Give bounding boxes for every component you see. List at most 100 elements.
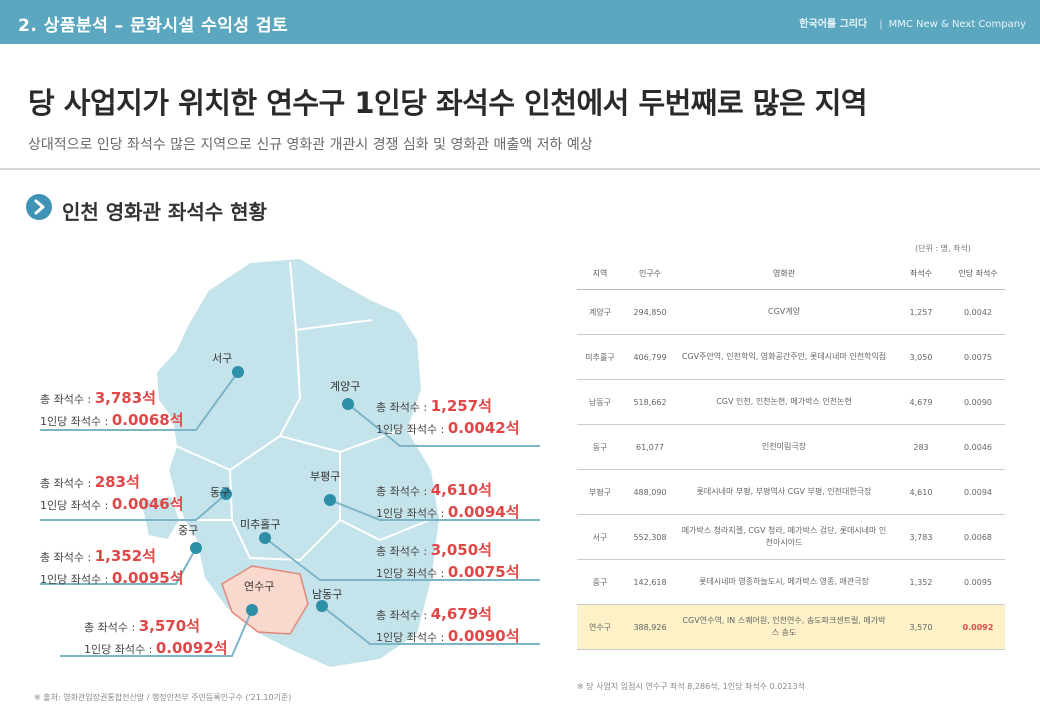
marker-yeonsu-gu xyxy=(246,604,258,616)
per-capita-value: 0.0042석 xyxy=(447,419,520,437)
table-row: 중구 142,618 롯데시네마 영종하늘도시, 메가박스 영종, 애관극장 1… xyxy=(577,559,1005,605)
map-land xyxy=(154,256,442,670)
total-seats-value: 283석 xyxy=(94,473,140,491)
per-capita-label: 1인당 좌석수 : xyxy=(376,423,445,436)
per-capita-value: 0.0046석 xyxy=(111,495,184,513)
table-row: 서구 552,308 메가박스 청라지젤, CGV 청라, 메가박스 검단, 롯… xyxy=(577,514,1005,560)
table-row-highlighted: 연수구 388,926 CGV연수역, IN 스퀘어원, 인천연수, 송도파크센… xyxy=(577,604,1005,650)
cell-theaters: CGV 인천, 인천논현, 메가박스 인천논현 xyxy=(677,379,891,425)
cell-per-capita: 0.0095 xyxy=(951,559,1005,605)
callout-namdong-gu: 총 좌석수 : 4,679석 1인당 좌석수 : 0.0090석 xyxy=(376,604,520,648)
map-island xyxy=(138,494,182,542)
total-seats-value: 4,610석 xyxy=(430,481,492,499)
per-capita-label: 1인당 좌석수 : xyxy=(40,573,109,586)
cell-region: 남동구 xyxy=(577,379,623,425)
cell-region: 계양구 xyxy=(577,289,623,335)
marker-michuhol-gu xyxy=(259,532,271,544)
marker-dong-gu xyxy=(220,488,232,500)
district-name-dong-gu: 동구 xyxy=(210,486,231,499)
chevron-right-icon xyxy=(26,194,52,220)
cell-population: 552,308 xyxy=(623,514,677,560)
total-seats-value: 1,352석 xyxy=(94,547,156,565)
marker-bupyeong-gu xyxy=(324,494,336,506)
total-seats-label: 총 좌석수 : xyxy=(376,401,428,414)
header-brand: 한국어를 그리다 | MMC New & Next Company xyxy=(799,15,1026,30)
table-row: 계양구 294,850 CGV계양 1,257 0.0042 xyxy=(577,289,1005,335)
map-source-note: ※ 출처: 영화관입장권통합전산망 / 행정안전부 주민등록인구수 ('21.1… xyxy=(34,693,292,702)
per-capita-value: 0.0094석 xyxy=(447,503,520,521)
page-title: 당 사업지가 위치한 연수구 1인당 좌석수 인천에서 두번째로 많은 지역 xyxy=(28,86,868,120)
cell-region: 부평구 xyxy=(577,469,623,515)
callout-seo-gu: 총 좌석수 : 3,783석 1인당 좌석수 : 0.0068석 xyxy=(40,388,184,432)
table-row: 동구 61,077 인천미림극장 283 0.0046 xyxy=(577,424,1005,470)
cell-seats: 4,679 xyxy=(891,379,951,425)
cell-population: 294,850 xyxy=(623,289,677,335)
cell-per-capita: 0.0092 xyxy=(951,604,1005,650)
incheon-district-map xyxy=(40,256,540,670)
cell-per-capita: 0.0068 xyxy=(951,514,1005,560)
district-name-michuhol-gu: 미추홀구 xyxy=(240,518,281,531)
table-row: 부평구 488,090 롯데시네마 부평, 부평역사 CGV 부평, 인천대한극… xyxy=(577,469,1005,515)
cell-region: 서구 xyxy=(577,514,623,560)
per-capita-value: 0.0068석 xyxy=(111,411,184,429)
total-seats-label: 총 좌석수 : xyxy=(376,485,428,498)
section-heading: 2. 상품분석 – 문화시설 수익성 검토 xyxy=(18,16,289,36)
per-capita-value: 0.0095석 xyxy=(111,569,184,587)
cell-theaters: 롯데시네마 영종하늘도시, 메가박스 영종, 애관극장 xyxy=(677,559,891,605)
table-note: ※ 당 사업지 입점시 연수구 좌석 8,286석, 1인당 좌석수 0.021… xyxy=(577,682,805,691)
callout-dong-gu: 총 좌석수 : 283석 1인당 좌석수 : 0.0046석 xyxy=(40,472,184,516)
total-seats-value: 3,570석 xyxy=(138,617,200,635)
cell-population: 61,077 xyxy=(623,424,677,470)
callout-bupyeong-gu: 총 좌석수 : 4,610석 1인당 좌석수 : 0.0094석 xyxy=(376,480,520,524)
total-seats-label: 총 좌석수 : xyxy=(40,477,92,490)
district-name-seo-gu: 서구 xyxy=(212,352,233,365)
district-borders xyxy=(175,261,431,562)
cell-seats: 283 xyxy=(891,424,951,470)
total-seats-label: 총 좌석수 : xyxy=(40,393,92,406)
cell-region: 동구 xyxy=(577,424,623,470)
col-seats: 좌석수 xyxy=(891,257,951,290)
cell-region: 중구 xyxy=(577,559,623,605)
cell-theaters: CGV계양 xyxy=(677,289,891,335)
header-separator: | xyxy=(879,19,883,30)
brand-logo: 한국어를 그리다 xyxy=(799,19,868,30)
district-name-jung-gu: 중구 xyxy=(178,524,199,537)
per-capita-label: 1인당 좌석수 : xyxy=(84,643,153,656)
section-title: 인천 영화관 좌석수 현황 xyxy=(62,200,267,224)
cell-seats: 1,352 xyxy=(891,559,951,605)
table-header-row: 지역 인구수 영화관 좌석수 인당 좌석수 xyxy=(577,257,1005,290)
header-bar: 2. 상품분석 – 문화시설 수익성 검토 한국어를 그리다 | MMC New &… xyxy=(0,0,1040,44)
cell-theaters: CGV주안역, 인천학익, 영화공간주안, 롯데시네마 인천학익점 xyxy=(677,334,891,380)
cell-region: 연수구 xyxy=(577,604,623,650)
marker-gyeyang-gu xyxy=(342,398,354,410)
district-name-gyeyang-gu: 계양구 xyxy=(330,380,361,393)
total-seats-label: 총 좌석수 : xyxy=(376,545,428,558)
cell-theaters: 인천미림극장 xyxy=(677,424,891,470)
col-theaters: 영화관 xyxy=(677,257,891,290)
col-region: 지역 xyxy=(577,257,623,290)
per-capita-value: 0.0075석 xyxy=(447,563,520,581)
cell-population: 142,618 xyxy=(623,559,677,605)
per-capita-label: 1인당 좌석수 : xyxy=(376,631,445,644)
total-seats-value: 3,050석 xyxy=(430,541,492,559)
cell-per-capita: 0.0046 xyxy=(951,424,1005,470)
total-seats-label: 총 좌석수 : xyxy=(376,609,428,622)
yeonsu-highlight xyxy=(221,565,309,635)
callout-michuhol-gu: 총 좌석수 : 3,050석 1인당 좌석수 : 0.0075석 xyxy=(376,540,520,584)
cell-per-capita: 0.0094 xyxy=(951,469,1005,515)
cell-per-capita: 0.0042 xyxy=(951,289,1005,335)
cell-seats: 3,570 xyxy=(891,604,951,650)
cell-population: 406,799 xyxy=(623,334,677,380)
district-name-bupyeong-gu: 부평구 xyxy=(310,470,341,483)
district-name-yeonsu-gu: 연수구 xyxy=(244,580,275,593)
cell-theaters: 메가박스 청라지젤, CGV 청라, 메가박스 검단, 롯데시네마 인천아시아드 xyxy=(677,514,891,560)
per-capita-label: 1인당 좌석수 : xyxy=(40,499,109,512)
cell-population: 388,926 xyxy=(623,604,677,650)
total-seats-label: 총 좌석수 : xyxy=(40,551,92,564)
district-name-namdong-gu: 남동구 xyxy=(312,588,343,601)
callout-yeonsu-gu: 총 좌석수 : 3,570석 1인당 좌석수 : 0.0092석 xyxy=(84,616,228,660)
per-capita-value: 0.0092석 xyxy=(155,639,228,657)
cell-population: 488,090 xyxy=(623,469,677,515)
total-seats-label: 총 좌석수 : xyxy=(84,621,136,634)
page-subtitle: 상대적으로 인당 좌석수 많은 지역으로 신규 영화관 개관시 경쟁 심화 및 … xyxy=(28,137,593,153)
